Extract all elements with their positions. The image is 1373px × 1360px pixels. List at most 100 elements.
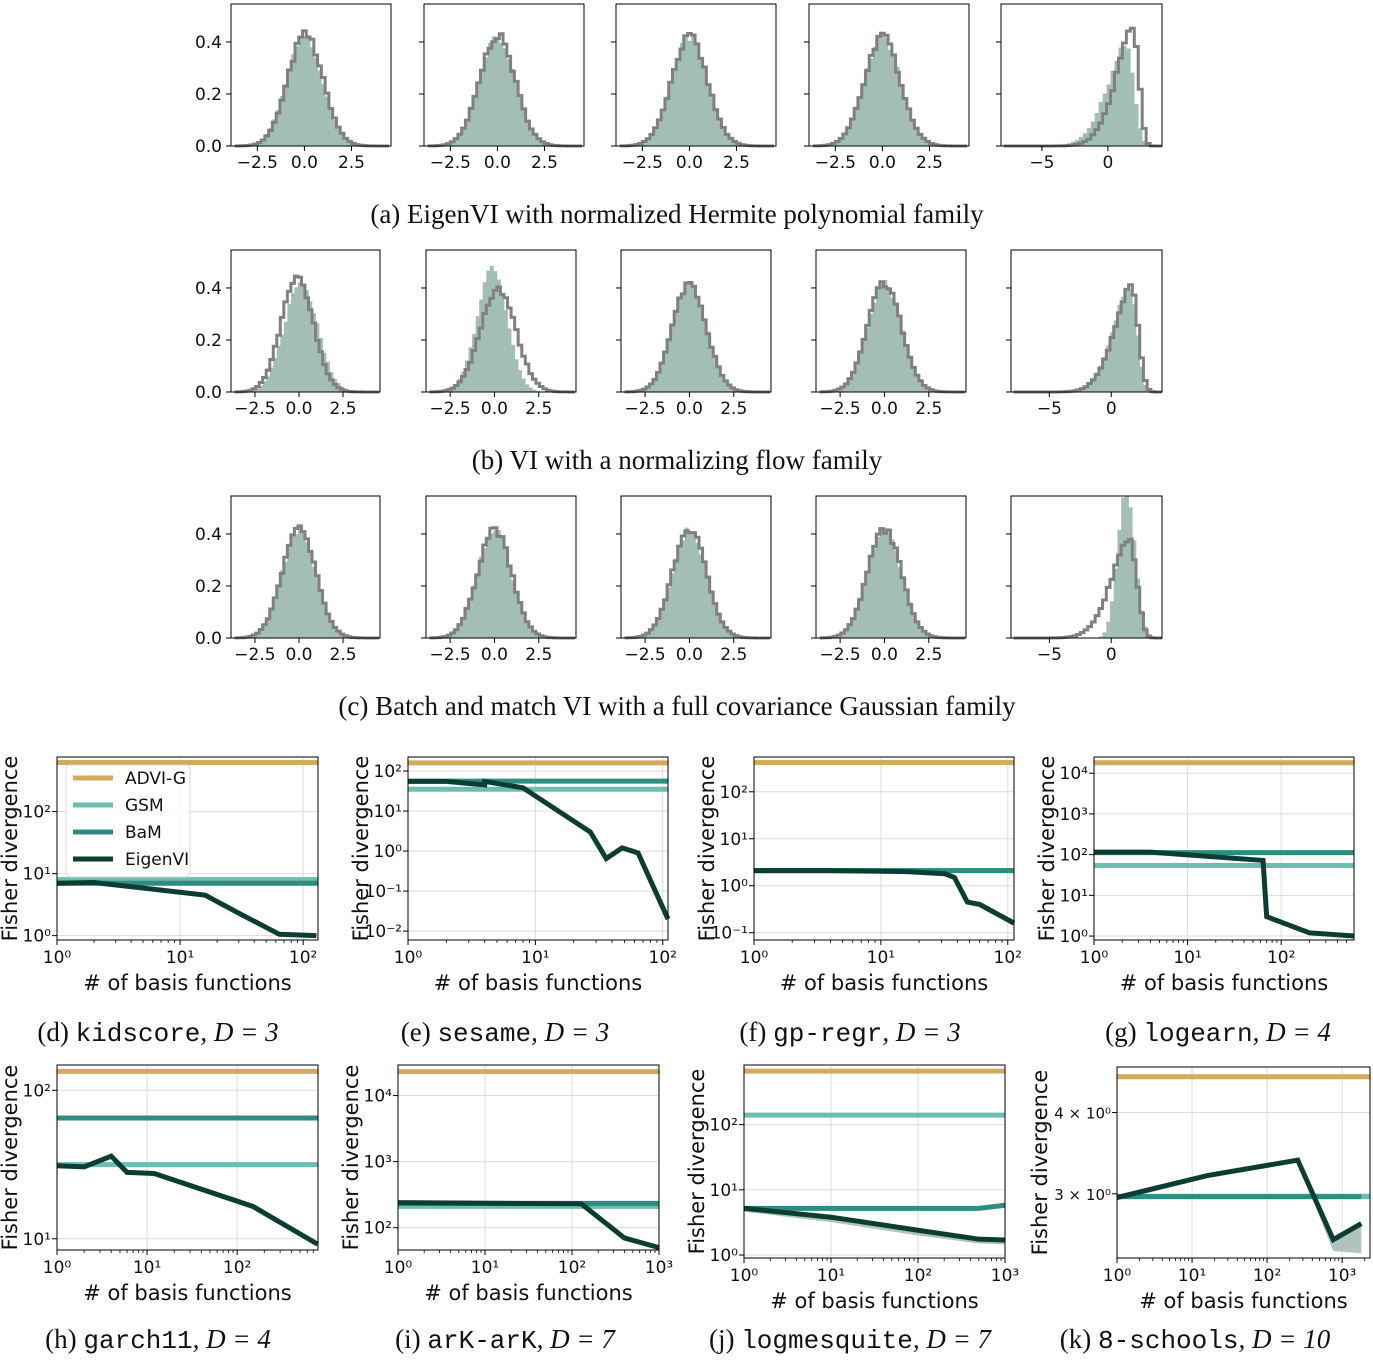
x-tick-label: 2.5 bbox=[338, 153, 365, 173]
target-bar bbox=[716, 368, 721, 392]
target-bar bbox=[1139, 366, 1144, 392]
target-bar bbox=[720, 621, 725, 638]
target-bar bbox=[1128, 290, 1133, 392]
caption-name: garch11 bbox=[83, 1326, 193, 1356]
x-tick-label: 0.0 bbox=[291, 153, 318, 173]
x-tick-label: 10⁰ bbox=[394, 948, 423, 968]
target-bar bbox=[1147, 390, 1152, 392]
x-tick-label: 0.0 bbox=[676, 645, 703, 665]
target-bar bbox=[1121, 497, 1126, 638]
x-tick-label: 10¹ bbox=[867, 948, 895, 968]
caption-label: (g) bbox=[1105, 1017, 1137, 1047]
target-bar bbox=[1110, 70, 1115, 146]
target-bar bbox=[642, 141, 647, 146]
y-tick-label: 10⁻¹ bbox=[711, 924, 748, 944]
target-bar bbox=[1095, 372, 1100, 392]
target-bar bbox=[290, 534, 295, 638]
target-bar bbox=[499, 42, 504, 146]
target-bar bbox=[294, 534, 299, 638]
target-bar bbox=[865, 571, 870, 638]
target-bar bbox=[495, 37, 500, 146]
caption-a: (a) EigenVI with normalized Hermite poly… bbox=[370, 199, 984, 229]
target-bar bbox=[1143, 626, 1148, 638]
x-tick-label: 10³ bbox=[645, 1258, 673, 1278]
axes-frame bbox=[230, 3, 392, 147]
histogram-panel-c3: −2.5 0.0 2.5 bbox=[616, 495, 772, 665]
x-tick-label: 2.5 bbox=[720, 645, 747, 665]
x-tick-label: 2.5 bbox=[329, 399, 356, 419]
caption-math: , D = 4 bbox=[1252, 1017, 1331, 1047]
target-bar bbox=[536, 138, 542, 146]
x-tick-label: −5 bbox=[1029, 153, 1054, 173]
axes-frame bbox=[56, 1064, 319, 1251]
target-bar bbox=[897, 567, 902, 638]
y-tick-label: 0.0 bbox=[195, 137, 222, 157]
target-bar bbox=[276, 109, 281, 146]
approx-histogram-step bbox=[427, 32, 583, 148]
axes-frame bbox=[620, 495, 772, 639]
target-bar bbox=[886, 288, 891, 392]
target-bar bbox=[450, 632, 455, 638]
target-bar bbox=[687, 40, 692, 147]
target-bar bbox=[702, 562, 707, 638]
target-bar bbox=[454, 138, 459, 146]
target-bar bbox=[521, 107, 526, 146]
caption-name: arK-arK bbox=[427, 1326, 537, 1356]
target-bar bbox=[723, 380, 728, 392]
target-bar bbox=[343, 138, 349, 146]
x-tick-label: 10¹ bbox=[471, 1258, 499, 1278]
target-bar bbox=[903, 98, 908, 146]
target-bar bbox=[336, 631, 341, 638]
target-bar bbox=[290, 293, 295, 392]
axes-frame bbox=[620, 249, 772, 393]
target-bar bbox=[1087, 382, 1092, 392]
target-bar bbox=[855, 608, 859, 638]
y-tick-label: 10⁰ bbox=[23, 927, 52, 947]
target-bar bbox=[883, 527, 888, 638]
y-tick-label: 10³ bbox=[1060, 805, 1088, 825]
target-bar bbox=[340, 134, 345, 146]
caption-math: , D = 10 bbox=[1238, 1324, 1331, 1354]
target-bar bbox=[851, 372, 856, 392]
y-tick-label: 0.0 bbox=[195, 629, 222, 649]
series-eigenvi-line bbox=[1094, 849, 1355, 939]
y-tick-label: 10⁴ bbox=[1060, 764, 1089, 784]
target-bar bbox=[728, 138, 734, 146]
y-axis-label: Fisher divergence bbox=[1028, 1070, 1052, 1256]
target-bar bbox=[1126, 48, 1131, 146]
target-bar bbox=[695, 42, 700, 146]
y-tick-label: 0.4 bbox=[195, 525, 222, 545]
caption-j: (j) logmesquite, D = 7 bbox=[709, 1324, 991, 1356]
y-tick-label: 10⁻¹ bbox=[365, 882, 402, 902]
target-bar bbox=[858, 351, 863, 392]
target-bar bbox=[706, 577, 710, 638]
caption-i: (i) arK-arK, D = 7 bbox=[395, 1324, 615, 1356]
target-bar bbox=[347, 141, 352, 146]
target-bar bbox=[688, 531, 693, 638]
target-bar bbox=[486, 538, 491, 638]
target-bar bbox=[326, 361, 330, 392]
x-axis-label: # of basis functions bbox=[1120, 971, 1329, 995]
legend-label-bam: BaM bbox=[125, 823, 162, 843]
target-bar bbox=[496, 530, 501, 638]
target-bar bbox=[918, 381, 923, 392]
target-bar bbox=[835, 141, 840, 146]
target-bar bbox=[925, 388, 930, 392]
axes-frame bbox=[56, 756, 319, 941]
y-tick-label: 10¹ bbox=[720, 830, 748, 850]
x-tick-label: −2.5 bbox=[430, 153, 471, 173]
target-bar bbox=[869, 313, 874, 392]
y-tick-label: 4 × 10⁰ bbox=[1054, 1105, 1111, 1123]
target-bar bbox=[862, 584, 866, 638]
target-bar bbox=[457, 134, 462, 146]
x-tick-label: 0.0 bbox=[676, 153, 703, 173]
target-bar bbox=[540, 141, 545, 146]
target-bar bbox=[532, 389, 537, 392]
histogram-panel-c4: −2.5 0.0 2.5 bbox=[811, 495, 967, 665]
y-tick-label: 3 × 10⁰ bbox=[1054, 1186, 1111, 1204]
target-bar bbox=[322, 352, 327, 392]
target-bar bbox=[480, 70, 485, 146]
y-tick-label: 10³ bbox=[364, 1153, 392, 1173]
target-bar bbox=[280, 334, 285, 392]
x-tick-label: −2.5 bbox=[624, 399, 665, 419]
